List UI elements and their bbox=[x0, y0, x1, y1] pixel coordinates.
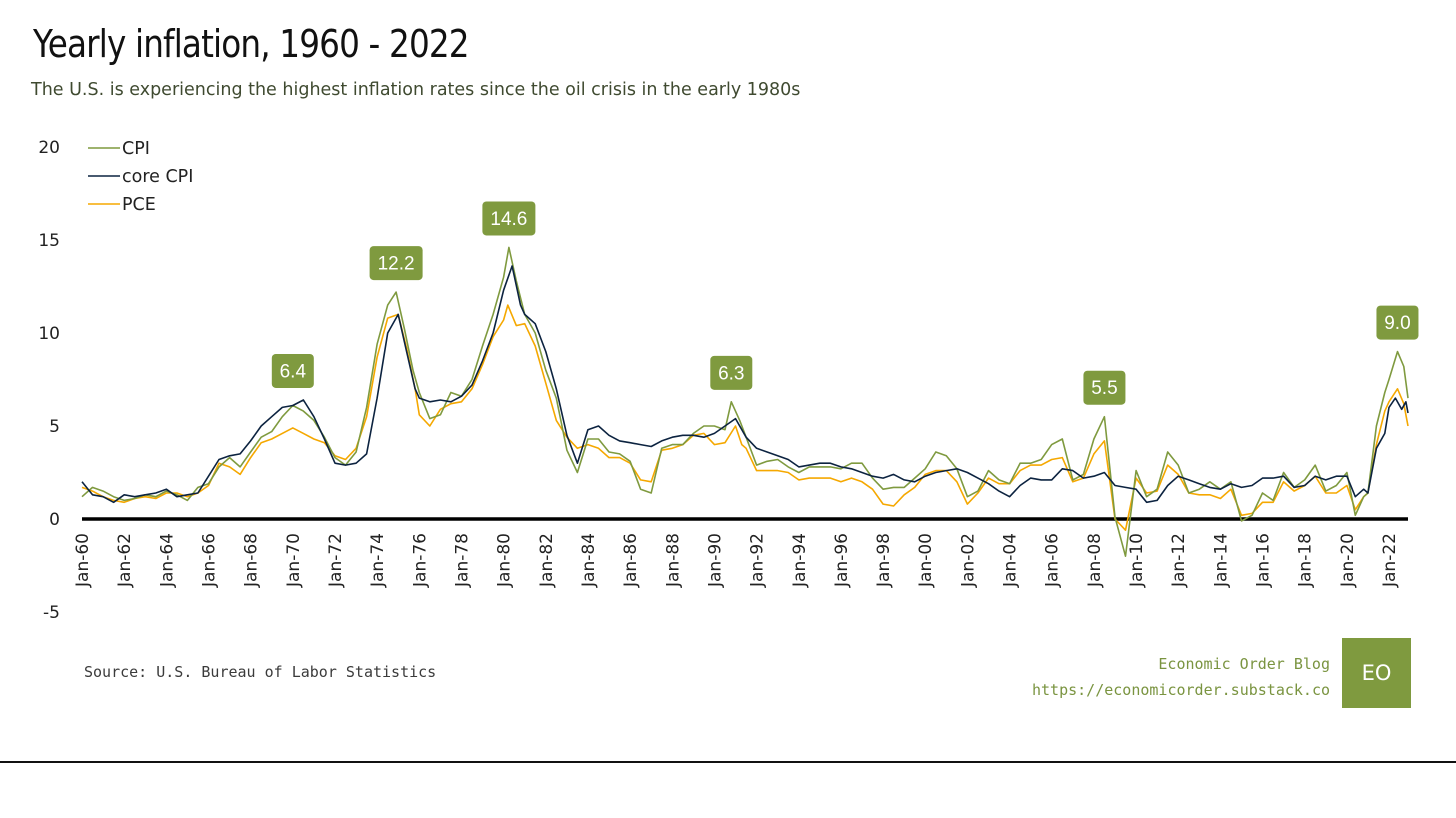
x-tick-label: Jan-70 bbox=[284, 533, 304, 588]
x-tick-label: Jan-18 bbox=[1296, 533, 1316, 588]
blog-logo: EO bbox=[1342, 638, 1411, 708]
x-tick-label: Jan-16 bbox=[1254, 533, 1274, 588]
annotation-box bbox=[1083, 370, 1126, 405]
blog-credit: Economic Order Blog https://economicorde… bbox=[1032, 651, 1330, 703]
x-tick-label: Jan-00 bbox=[916, 533, 936, 588]
x-tick-label: Jan-90 bbox=[705, 533, 725, 588]
x-tick-label: Jan-82 bbox=[537, 533, 557, 588]
y-tick-label: 5 bbox=[49, 417, 60, 437]
y-tick-label: 0 bbox=[49, 510, 60, 530]
y-tick-label: 15 bbox=[38, 231, 60, 251]
x-tick-label: Jan-94 bbox=[790, 533, 810, 588]
x-tick-label: Jan-72 bbox=[326, 533, 346, 588]
y-tick-label: 10 bbox=[38, 324, 60, 344]
annotation-label: 6.4 bbox=[280, 361, 307, 382]
source-note: Source: U.S. Bureau of Labor Statistics bbox=[84, 663, 437, 681]
chart-title: Yearly inflation, 1960 - 2022 bbox=[33, 22, 470, 66]
legend-label: core CPI bbox=[122, 167, 193, 187]
annotation-box bbox=[710, 355, 753, 390]
x-tick-label: Jan-84 bbox=[579, 533, 599, 588]
blog-url[interactable]: https://economicorder.substack.co bbox=[1031, 681, 1330, 699]
annotation-box bbox=[482, 201, 536, 236]
annotation-label: 9.0 bbox=[1384, 313, 1410, 334]
x-tick-label: Jan-96 bbox=[832, 533, 852, 588]
bottom-divider bbox=[0, 761, 1456, 763]
x-tick-label: Jan-04 bbox=[1001, 533, 1021, 588]
x-tick-label: Jan-60 bbox=[73, 533, 93, 588]
x-tick-label: Jan-76 bbox=[410, 533, 430, 588]
x-tick-label: Jan-86 bbox=[621, 533, 641, 588]
x-tick-label: Jan-12 bbox=[1169, 533, 1189, 588]
x-tick-label: Jan-22 bbox=[1380, 533, 1400, 588]
blog-name: Economic Order Blog bbox=[1158, 655, 1330, 673]
annotation-label: 14.6 bbox=[490, 209, 527, 230]
x-tick-label: Jan-98 bbox=[874, 533, 894, 588]
x-tick-label: Jan-62 bbox=[115, 533, 135, 588]
x-tick-label: Jan-74 bbox=[368, 533, 388, 588]
y-tick-label: 20 bbox=[38, 138, 60, 158]
x-tick-label: Jan-92 bbox=[748, 533, 768, 588]
annotation-label: 12.2 bbox=[378, 254, 415, 275]
legend-label: PCE bbox=[122, 195, 156, 215]
x-tick-label: Jan-06 bbox=[1043, 533, 1063, 588]
chart-subtitle: The U.S. is experiencing the highest inf… bbox=[31, 80, 801, 100]
x-tick-label: Jan-08 bbox=[1085, 533, 1105, 588]
x-tick-label: Jan-88 bbox=[663, 533, 683, 588]
annotation-box bbox=[369, 246, 423, 281]
annotation-box bbox=[1376, 305, 1419, 340]
series-line-pce bbox=[81, 304, 1409, 531]
x-tick-label: Jan-80 bbox=[495, 533, 515, 588]
x-tick-label: Jan-64 bbox=[157, 533, 177, 588]
x-tick-label: Jan-14 bbox=[1211, 533, 1231, 588]
annotation-box bbox=[271, 353, 314, 388]
legend-label: CPI bbox=[122, 139, 150, 159]
annotation-label: 6.3 bbox=[718, 363, 744, 384]
x-tick-label: Jan-02 bbox=[958, 533, 978, 588]
x-tick-label: Jan-68 bbox=[242, 533, 262, 588]
x-tick-label: Jan-66 bbox=[199, 533, 219, 588]
annotation-label: 5.5 bbox=[1091, 378, 1117, 399]
x-tick-label: Jan-20 bbox=[1338, 533, 1358, 588]
series-line-cpi bbox=[81, 246, 1409, 557]
x-tick-label: Jan-78 bbox=[452, 533, 472, 588]
series-line-core-cpi bbox=[81, 265, 1409, 504]
x-tick-label: Jan-10 bbox=[1127, 533, 1147, 588]
y-tick-label: -5 bbox=[43, 603, 60, 623]
